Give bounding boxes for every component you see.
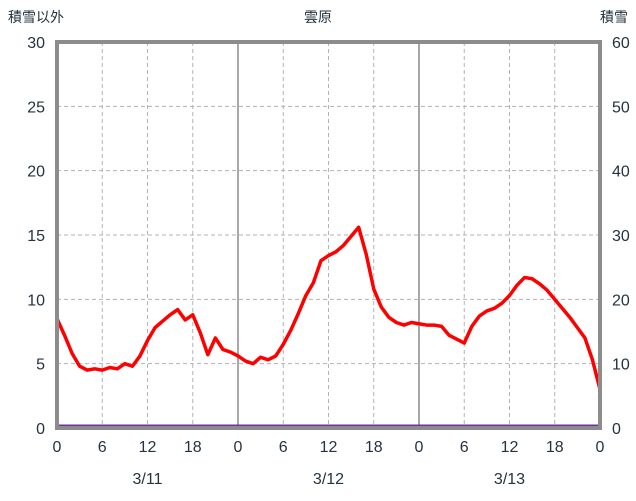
- right-tick-label: 60: [612, 35, 630, 52]
- x-tick-label: 0: [234, 439, 243, 456]
- left-tick-label: 20: [27, 164, 45, 181]
- x-tick-label: 6: [279, 439, 288, 456]
- day-label: 3/13: [494, 471, 525, 488]
- x-tick-label: 0: [53, 439, 62, 456]
- left-tick-label: 0: [36, 421, 45, 438]
- right-tick-label: 10: [612, 357, 630, 374]
- x-tick-label: 6: [98, 439, 107, 456]
- right-axis-title: 積雪: [600, 9, 628, 25]
- right-tick-label: 30: [612, 228, 630, 245]
- left-tick-label: 30: [27, 35, 45, 52]
- x-tick-label: 18: [365, 439, 383, 456]
- x-tick-label: 18: [184, 439, 202, 456]
- right-tick-label: 0: [612, 421, 621, 438]
- series-non-snow: [55, 225, 602, 392]
- x-tick-label: 18: [546, 439, 564, 456]
- left-axis-title: 積雪以外: [8, 9, 64, 25]
- x-tick-label: 0: [596, 439, 605, 456]
- right-tick-label: 20: [612, 292, 630, 309]
- day-label: 3/12: [313, 471, 344, 488]
- x-tick-label: 12: [139, 439, 157, 456]
- left-tick-label: 10: [27, 292, 45, 309]
- chart-title: 雲原: [304, 9, 332, 25]
- left-tick-label: 15: [27, 228, 45, 245]
- plot-border: [55, 40, 602, 430]
- right-tick-label: 50: [612, 99, 630, 116]
- x-tick-label: 12: [501, 439, 519, 456]
- right-tick-label: 40: [612, 164, 630, 181]
- x-tick-label: 6: [460, 439, 469, 456]
- left-tick-label: 5: [36, 357, 45, 374]
- x-tick-label: 12: [320, 439, 338, 456]
- left-tick-label: 25: [27, 99, 45, 116]
- day-label: 3/11: [133, 471, 163, 488]
- x-tick-label: 0: [415, 439, 424, 456]
